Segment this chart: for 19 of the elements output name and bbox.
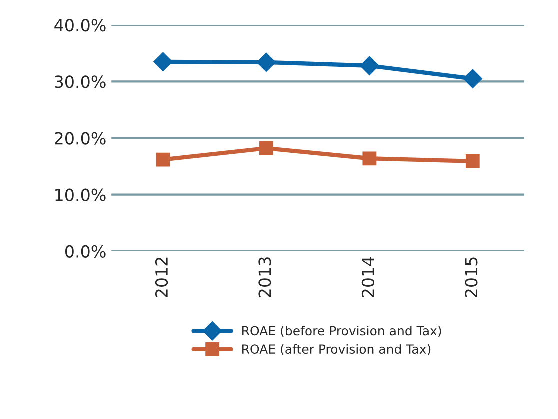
point xyxy=(154,52,173,72)
y-tick-label: 30.0% xyxy=(55,76,106,88)
x-tick-label: 2014 xyxy=(362,257,375,298)
point xyxy=(256,52,276,72)
y-tick-label: 10.0% xyxy=(56,188,106,202)
point xyxy=(360,56,380,76)
y-tick-label: 0.0% xyxy=(65,245,106,258)
point xyxy=(463,69,482,88)
point xyxy=(260,142,274,156)
point xyxy=(156,152,170,167)
x-tick-label: 2012 xyxy=(155,258,168,298)
point xyxy=(362,152,377,166)
x-tick-label: 2013 xyxy=(258,258,272,298)
y-tick-label: 20.0% xyxy=(55,132,106,145)
point xyxy=(466,154,480,168)
y-tick-label: 40.0% xyxy=(54,19,106,32)
legend-label: ROAE (before Provision and Tax) xyxy=(242,326,442,338)
legend-label: ROAE (after Provision and Tax) xyxy=(242,344,431,356)
x-tick-label: 2015 xyxy=(465,258,478,298)
